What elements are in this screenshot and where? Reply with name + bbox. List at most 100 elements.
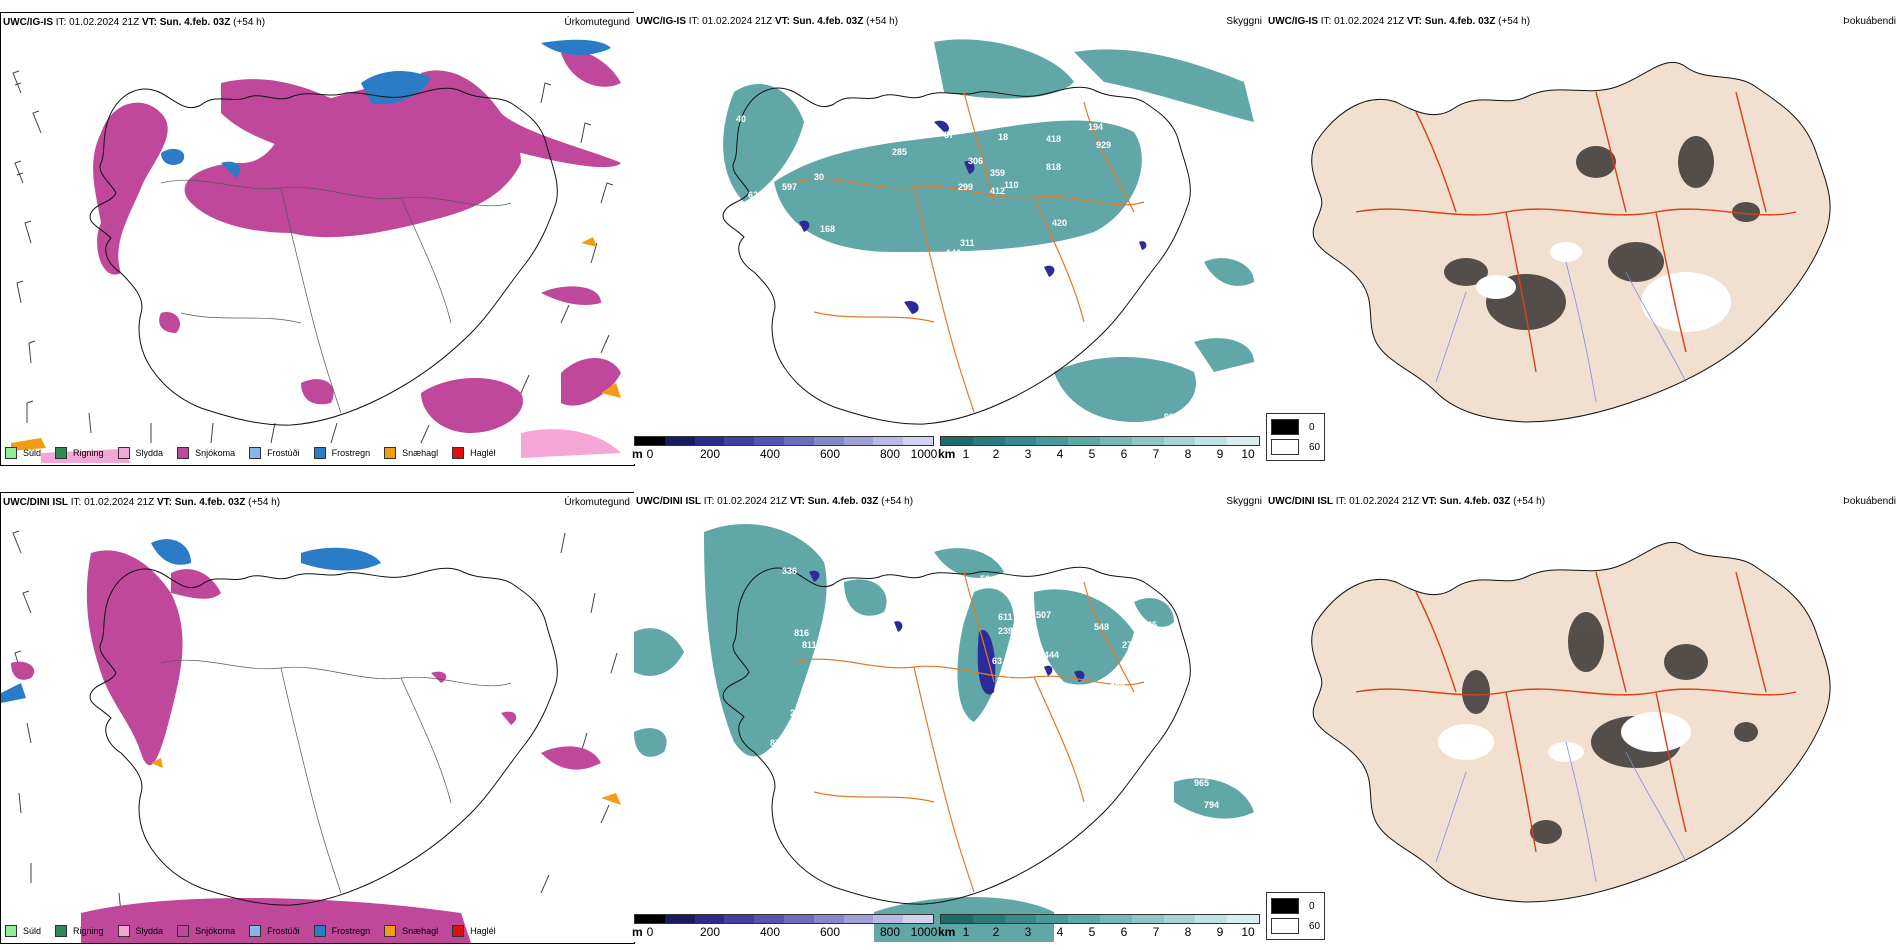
snow-areas: [93, 50, 621, 433]
cloud-value: 541: [706, 238, 722, 248]
cloud-value: 921: [1194, 410, 1210, 420]
panel-title: Þokuábendi: [1843, 16, 1896, 27]
iceland-outline: [89, 567, 558, 906]
fog-legend-item: 60: [1271, 916, 1320, 936]
tick-label: 4: [1056, 447, 1064, 461]
roads: [793, 91, 1145, 413]
cloud-value: 484: [724, 232, 740, 242]
panel-title: Úrkomutegund: [564, 497, 630, 508]
panel-header: UWC/DINI ISL IT: 01.02.2024 21Z VT: Sun.…: [3, 497, 281, 508]
cloud-base-bar: [634, 914, 934, 924]
visibility-colorbar-top: km 1 2 3 4 5 6 7 8 9 10: [938, 436, 1260, 461]
precip-panel-bottom: UWC/DINI ISL IT: 01.02.2024 21Z VT: Sun.…: [0, 492, 635, 944]
tick-label: 3: [1024, 925, 1032, 939]
legend-item: Frostregn: [313, 447, 370, 459]
cloud-value: 965: [1194, 778, 1210, 788]
fog-rivers: [1435, 261, 1687, 403]
cloud-value: 146: [946, 248, 962, 258]
tick-label: 6: [1120, 447, 1128, 461]
visibility-areas: [634, 523, 1254, 942]
panel-header: UWC/DINI ISL IT: 01.02.2024 21Z VT: Sun.…: [636, 496, 914, 507]
tick-label: 10: [1241, 925, 1255, 939]
legend-item: Súld: [5, 925, 41, 937]
unit-label: km: [938, 447, 956, 461]
fog-legend-item: 0: [1271, 896, 1320, 916]
legend-item: Haglél: [452, 925, 496, 937]
wind-barbs: [12, 70, 614, 444]
fog-clear: [1438, 712, 1691, 762]
cloud-value: 306: [968, 156, 984, 166]
tick-label: 200: [699, 925, 721, 939]
legend-item: Snæhagl: [384, 925, 438, 937]
cloud-value: 818: [1046, 162, 1062, 172]
roads: [160, 659, 512, 894]
panel-header: UWC/IG-IS IT: 01.02.2024 21Z VT: Sun. 4.…: [3, 17, 266, 28]
legend-item: Súld: [5, 447, 41, 459]
cloud-value: 336: [782, 566, 798, 576]
cloud-value: 249: [946, 584, 962, 594]
tick-label: 1000: [910, 447, 938, 461]
legend-item: Haglél: [452, 447, 496, 459]
cloud-value: 795: [1150, 130, 1166, 140]
tick-label: 9: [1216, 447, 1224, 461]
cloud-value: 299: [958, 182, 974, 192]
legend-item: Rigning: [55, 925, 104, 937]
cloud-value: 57: [1174, 644, 1185, 654]
tick-label: 2: [992, 447, 1000, 461]
cloud-value: 54: [914, 384, 925, 394]
cloud-value: 239: [998, 626, 1014, 636]
unit-label: m: [632, 447, 643, 461]
legend-item: Frostregn: [313, 925, 370, 937]
legend-item: Slydda: [117, 447, 163, 459]
fog-roads: [1355, 91, 1797, 373]
tick-label: 1: [962, 447, 970, 461]
legend-item: Frostúði: [249, 925, 300, 937]
cloud-value: 816: [794, 628, 810, 638]
panel-header: UWC/DINI ISL IT: 01.02.2024 21Z VT: Sun.…: [1268, 496, 1546, 507]
tick-label: 5: [1088, 447, 1096, 461]
panel-header: UWC/IG-IS IT: 01.02.2024 21Z VT: Sun. 4.…: [636, 16, 899, 27]
cloud-value: 611: [998, 612, 1013, 622]
cloud-base-areas: [799, 120, 1147, 314]
legend-item: Slydda: [117, 925, 163, 937]
tick-label: 8: [1184, 925, 1192, 939]
cloud-value: 418: [1046, 134, 1062, 144]
cloud-value: 278: [974, 106, 990, 116]
tick-label: 600: [819, 447, 841, 461]
fog-legend-bottom: 0 60: [1266, 892, 1326, 940]
tick-label: 400: [759, 925, 781, 939]
tick-label: 1: [962, 925, 970, 939]
precip-map-bottom: [1, 530, 621, 943]
cloud-value: 412: [990, 186, 1006, 196]
panel-title: Úrkomutegund: [564, 17, 630, 28]
fog-legend-top: 0 60: [1266, 413, 1326, 461]
panel-title: Skyggni: [1226, 496, 1262, 507]
cloud-value: 548: [1094, 622, 1110, 632]
tick-label: 7: [1152, 447, 1160, 461]
cloud-value: 325: [822, 692, 838, 702]
cloud-value: 999: [1164, 412, 1180, 422]
fog-roads: [1355, 571, 1797, 853]
tick-label: 5: [1088, 925, 1096, 939]
tick-label: 800: [879, 925, 901, 939]
cloud-value: 873: [770, 738, 786, 748]
cloud-value: 35: [838, 712, 849, 722]
cloud-panel-top: UWC/IG-IS IT: 01.02.2024 21Z VT: Sun. 4.…: [634, 12, 1266, 464]
cloud-value: 299: [1110, 682, 1126, 692]
cloud-value: 629: [748, 190, 764, 200]
cloud-value: 30: [814, 172, 825, 182]
snow-areas: [11, 550, 601, 943]
legend-item: Snæhagl: [384, 447, 438, 459]
fog-map-bottom: [1311, 541, 1831, 903]
cloud-value: 145: [996, 676, 1012, 686]
tick-label: 1000: [910, 925, 938, 939]
tick-label: 3: [1024, 447, 1032, 461]
cloud-value: 279: [1060, 402, 1076, 412]
cloud-value: 278: [1122, 640, 1138, 650]
cloud-value: 56: [980, 574, 991, 584]
cloud-value: 62: [926, 384, 937, 394]
fog-panel-bottom: UWC/DINI ISL IT: 01.02.2024 21Z VT: Sun.…: [1266, 492, 1900, 942]
cloud-value: 597: [782, 182, 798, 192]
legend-item: Frostúði: [249, 447, 300, 459]
tick-label: 200: [699, 447, 721, 461]
